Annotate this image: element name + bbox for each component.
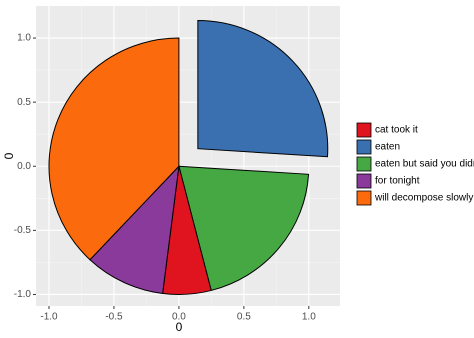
- x-tick-label: 0.0: [172, 312, 186, 323]
- legend-label: cat took it: [375, 125, 418, 136]
- x-tick-label: -1.0: [40, 312, 58, 323]
- y-tick-label: -1.0: [14, 289, 32, 300]
- x-axis-title: 0: [176, 320, 183, 334]
- pie-slice: [89, 164, 180, 295]
- legend-swatch: [356, 173, 372, 189]
- legend-label: for tonight: [375, 176, 420, 187]
- pie-slice: [197, 19, 329, 158]
- legend-swatch: [356, 122, 372, 138]
- legend-label: eaten but said you didn't: [375, 159, 474, 170]
- y-tick-label: 0.5: [17, 97, 31, 108]
- x-tick-label: 1.0: [302, 312, 316, 323]
- legend-label: eaten: [375, 142, 400, 153]
- pie-slice: [48, 37, 180, 261]
- x-tick-label: 0.5: [237, 312, 251, 323]
- legend-swatch: [356, 156, 372, 172]
- y-tick-label: -0.5: [14, 225, 32, 236]
- pie-slice: [178, 165, 310, 292]
- legend-label: will decompose slowly: [374, 193, 473, 204]
- legend-swatch: [356, 190, 372, 206]
- y-tick-label: 0.0: [17, 161, 31, 172]
- y-tick-label: 1.0: [17, 33, 31, 44]
- pie: [48, 19, 329, 295]
- x-tick-label: -0.5: [105, 312, 123, 323]
- legend-swatch: [356, 139, 372, 155]
- y-axis-title: 0: [2, 152, 16, 159]
